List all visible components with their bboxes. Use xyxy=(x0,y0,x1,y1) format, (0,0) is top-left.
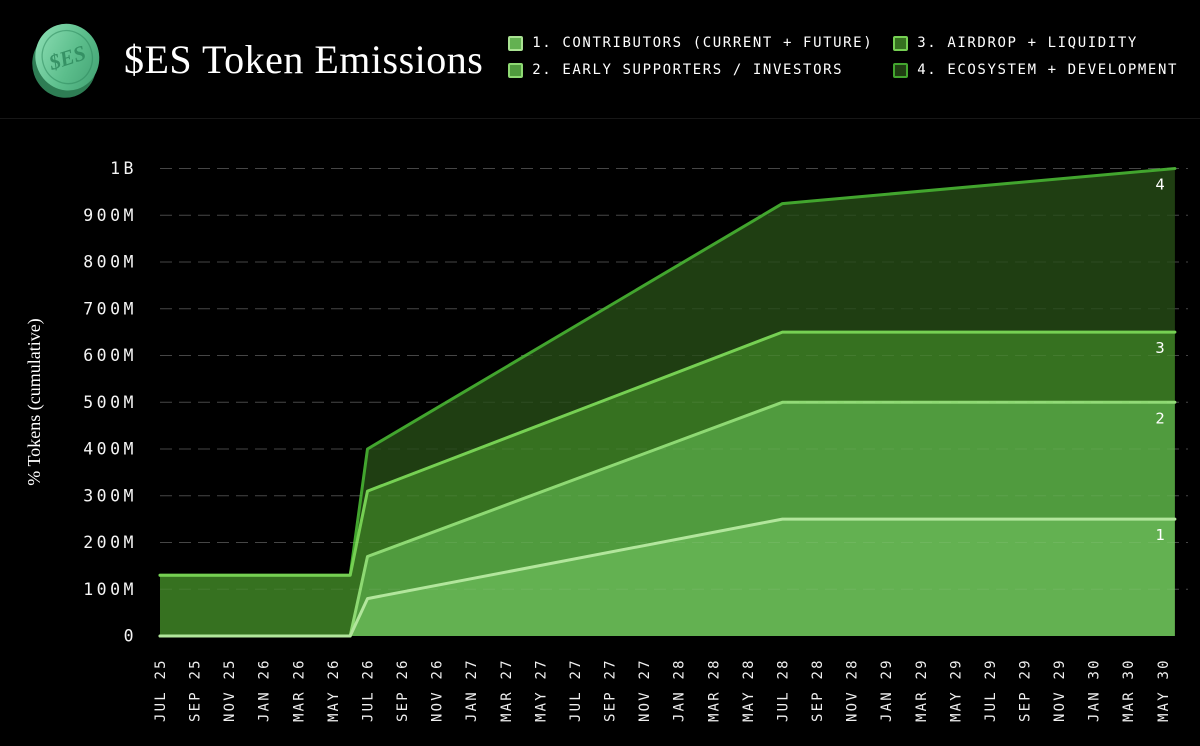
x-tick-label: JUL 26 xyxy=(360,658,376,722)
area-band-2 xyxy=(160,402,1175,636)
y-tick-label: 0 xyxy=(124,627,137,646)
y-tick-label: 100M xyxy=(83,580,137,599)
x-tick-label: JUL 28 xyxy=(775,658,791,722)
legend-label-3: 3. AIRDROP + LIQUIDITY xyxy=(917,35,1138,51)
x-tick-label: MAR 27 xyxy=(499,658,515,722)
page-title: $ES Token Emissions xyxy=(124,36,484,82)
area-band-3 xyxy=(160,332,1175,636)
x-tick-label: MAY 28 xyxy=(741,658,757,722)
y-tick-label: 900M xyxy=(83,206,137,225)
legend-swatch-4 xyxy=(893,62,909,78)
legend-item-2: 2. EARLY SUPPORTERS / INVESTORS xyxy=(508,62,873,78)
legend-item-1: 1. CONTRIBUTORS (CURRENT + FUTURE) xyxy=(508,35,873,51)
y-axis-title: % Tokens (cumulative) xyxy=(24,318,45,485)
x-tick-label: MAY 30 xyxy=(1156,658,1172,722)
y-tick-label: 600M xyxy=(83,346,137,365)
x-axis-labels: JUL 25 SEP 25 NOV 25 JAN 26 MAR 26 MAY 26 JUL … xyxy=(153,658,1172,722)
band-top-lines xyxy=(158,167,1177,638)
x-tick-label: JAN 27 xyxy=(464,658,480,722)
gridlines-over xyxy=(160,168,1188,590)
y-tick-label: 700M xyxy=(83,299,137,318)
y-tick-label: 300M xyxy=(83,486,137,505)
x-tick-label: MAR 28 xyxy=(706,658,722,722)
y-tick-label: 200M xyxy=(83,533,137,552)
x-tick-label: SEP 27 xyxy=(603,658,619,722)
band-number-labels: 1 2 3 4 xyxy=(1155,176,1164,545)
x-tick-label: NOV 25 xyxy=(222,658,238,722)
x-tick-label: MAR 30 xyxy=(1121,658,1137,722)
legend-label-2: 2. EARLY SUPPORTERS / INVESTORS xyxy=(532,62,844,78)
y-tick-label: 400M xyxy=(83,440,137,459)
header: $ES $ES Token Emissions 1. CONTRIBUTORS … xyxy=(0,0,1200,119)
x-tick-label: SEP 28 xyxy=(810,658,826,722)
legend-label-1: 1. CONTRIBUTORS (CURRENT + FUTURE) xyxy=(532,35,874,51)
x-tick-label: JAN 29 xyxy=(879,658,895,722)
band-number-2: 2 xyxy=(1155,409,1164,427)
coin-icon: $ES xyxy=(32,23,100,98)
area-band-1 xyxy=(160,519,1175,636)
x-tick-label: JAN 26 xyxy=(257,658,273,722)
x-tick-label: SEP 29 xyxy=(1018,658,1034,722)
y-tick-label: 800M xyxy=(83,253,137,272)
legend-item-4: 4. ECOSYSTEM + DEVELOPMENT xyxy=(893,62,1178,78)
x-tick-label: JUL 27 xyxy=(568,658,584,722)
legend-swatch-2 xyxy=(508,62,524,78)
legend-label-4: 4. ECOSYSTEM + DEVELOPMENT xyxy=(917,62,1178,78)
line-band-3 xyxy=(158,330,1177,577)
legend-swatch-3 xyxy=(893,35,909,51)
band-number-1: 1 xyxy=(1155,526,1164,544)
x-tick-label: NOV 27 xyxy=(637,658,653,722)
band-number-4: 4 xyxy=(1155,176,1164,194)
x-tick-label: MAY 29 xyxy=(948,658,964,722)
area-bands xyxy=(160,168,1175,636)
legend-swatch-1 xyxy=(508,35,524,51)
x-tick-label: JAN 30 xyxy=(1087,658,1103,722)
area-band-4 xyxy=(160,168,1175,576)
x-tick-label: NOV 29 xyxy=(1052,658,1068,722)
x-tick-label: MAY 26 xyxy=(326,658,342,722)
x-tick-label: MAR 26 xyxy=(291,658,307,722)
y-tick-label: 1B xyxy=(110,159,137,178)
x-tick-label: NOV 26 xyxy=(430,658,446,722)
line-band-1 xyxy=(158,517,1177,638)
x-tick-label: JUL 25 xyxy=(153,658,169,722)
x-tick-label: SEP 25 xyxy=(188,658,204,722)
legend: 1. CONTRIBUTORS (CURRENT + FUTURE) 2. EAR… xyxy=(508,35,1178,78)
y-tick-label: 500M xyxy=(83,393,137,412)
y-axis-labels: 0 100M 200M 300M 400M 500M 600M 700M 800M 900M 1B xyxy=(83,159,137,646)
legend-item-3: 3. AIRDROP + LIQUIDITY xyxy=(893,35,1178,51)
x-tick-label: MAR 29 xyxy=(914,658,930,722)
x-tick-label: SEP 26 xyxy=(395,658,411,722)
x-tick-label: JUL 29 xyxy=(983,658,999,722)
x-tick-label: MAY 27 xyxy=(533,658,549,722)
band-number-3: 3 xyxy=(1155,339,1164,357)
x-tick-label: NOV 28 xyxy=(845,658,861,722)
x-tick-label: JAN 28 xyxy=(672,658,688,722)
